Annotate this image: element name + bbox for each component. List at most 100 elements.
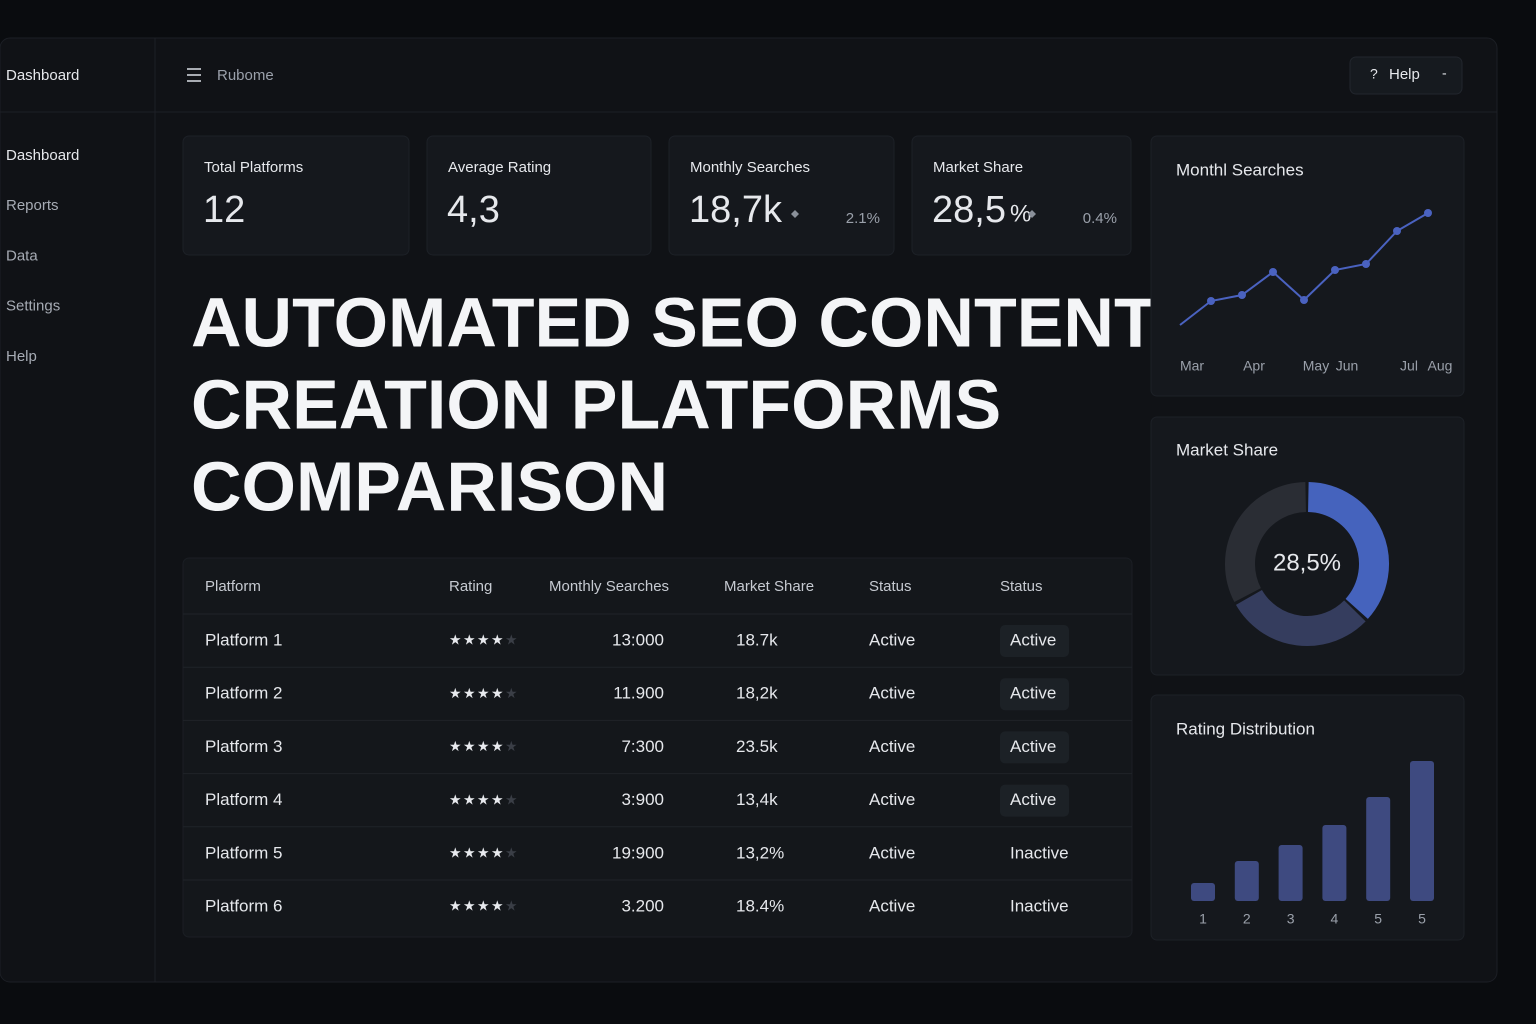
kpi-value: 18,7k	[689, 189, 783, 231]
rating-star: ★	[505, 845, 518, 861]
donut-segment	[1225, 482, 1307, 603]
line-point	[1424, 209, 1432, 217]
kpi-label: Market Share	[933, 159, 1023, 176]
rating-star: ★	[449, 632, 462, 648]
cell-share: 18.7k	[736, 630, 778, 649]
status-badge	[1000, 784, 1069, 817]
rating-star: ★	[477, 632, 490, 648]
rating-star: ★	[477, 738, 490, 754]
rating-star: ★	[463, 685, 476, 701]
cell-status: Active	[869, 896, 915, 915]
rating-star: ★	[505, 898, 518, 914]
kpi-card	[182, 135, 410, 256]
bar	[1234, 861, 1259, 901]
rating-star: ★	[449, 898, 462, 914]
kpi-value: 12	[203, 189, 245, 231]
line-point	[1393, 227, 1401, 235]
status-badge	[1000, 731, 1069, 764]
kpi-change: 2.1%	[846, 210, 880, 227]
line-point	[1362, 260, 1370, 268]
kpi-label: Average Rating	[448, 159, 551, 176]
rating-star: ★	[505, 791, 518, 807]
rating-star: ★	[449, 845, 462, 861]
status-badge-label: Active	[1010, 790, 1056, 809]
cell-searches: 19:900	[612, 843, 664, 862]
cell-platform: Platform 2	[205, 684, 282, 703]
rating-star: ★	[477, 898, 490, 914]
status-badge	[1000, 625, 1069, 657]
line-point	[1238, 291, 1246, 299]
rating-star: ★	[463, 738, 476, 754]
kpi-card	[911, 135, 1132, 256]
status-badge-label: Inactive	[1010, 843, 1069, 862]
cell-platform: Platform 1	[205, 630, 282, 649]
cell-status: Active	[869, 630, 915, 649]
widget-title: Rating Distribution	[1176, 719, 1315, 738]
widget-title: Monthl Searches	[1176, 160, 1304, 179]
widget-card	[1150, 416, 1465, 676]
line-point	[1269, 268, 1277, 276]
table-header: Monthly Searches	[549, 578, 669, 595]
x-tick-label: Mar	[1180, 358, 1204, 374]
cell-searches: 3.200	[621, 896, 664, 915]
menu-item: Data	[6, 247, 38, 264]
x-tick-label: Aug	[1428, 358, 1453, 374]
rating-star: ★	[491, 738, 504, 754]
rating-star: ★	[505, 738, 518, 754]
rating-star: ★	[505, 685, 518, 701]
rating-star: ★	[477, 685, 490, 701]
x-tick-label: 5	[1374, 911, 1382, 927]
status-badge-label: Active	[1010, 684, 1056, 703]
rating-star: ★	[463, 791, 476, 807]
cell-share: 23.5k	[736, 737, 778, 756]
status-badge-label: Active	[1010, 737, 1056, 756]
rating-star: ★	[491, 845, 504, 861]
kpi-value: 28,5	[932, 189, 1006, 231]
menu-item: Help	[6, 348, 37, 365]
menu-icon[interactable]	[187, 68, 201, 82]
rating-star: ★	[463, 898, 476, 914]
help-extra: -	[1442, 65, 1447, 81]
x-tick-label: Jun	[1336, 358, 1359, 374]
donut-segment	[1235, 589, 1366, 646]
cell-platform: Platform 6	[205, 896, 282, 915]
help-button[interactable]	[1349, 56, 1463, 95]
rating-star: ★	[491, 632, 504, 648]
cell-searches: 13:000	[612, 630, 664, 649]
rating-star: ★	[477, 845, 490, 861]
line-point	[1331, 266, 1339, 274]
donut-center: 28,5%	[1273, 549, 1341, 576]
cell-searches: 11.900	[613, 684, 664, 703]
cell-platform: Platform 3	[205, 737, 282, 756]
help-label: Help	[1389, 66, 1420, 83]
rating-star: ★	[491, 898, 504, 914]
rating-star: ★	[449, 791, 462, 807]
x-tick-label: Apr	[1243, 358, 1265, 374]
cell-share: 13,2%	[736, 843, 784, 862]
cell-platform: Platform 4	[205, 790, 282, 809]
change-icon	[791, 210, 799, 218]
bar	[1278, 845, 1303, 901]
help-icon: ?	[1370, 66, 1378, 82]
table	[182, 557, 1133, 938]
cell-platform: Platform 5	[205, 843, 282, 862]
bar	[1322, 825, 1347, 901]
change-icon	[1028, 210, 1036, 218]
kpi-change: 0.4%	[1083, 210, 1117, 227]
x-tick-label: 5	[1418, 911, 1426, 927]
widget-card	[1150, 135, 1465, 397]
kpi-unit: %	[1010, 200, 1031, 227]
app-name: Rubome	[217, 67, 274, 84]
kpi-card	[668, 135, 895, 256]
status-badge-label: Active	[1010, 630, 1056, 649]
x-tick-label: May	[1303, 358, 1329, 374]
headline: CREATION PLATFORMS	[191, 365, 1001, 443]
rating-star: ★	[449, 685, 462, 701]
cell-status: Active	[869, 737, 915, 756]
menu-item: Settings	[6, 298, 60, 315]
cell-status: Active	[869, 684, 915, 703]
kpi-value: 4,3	[447, 189, 500, 231]
rating-star: ★	[505, 632, 518, 648]
